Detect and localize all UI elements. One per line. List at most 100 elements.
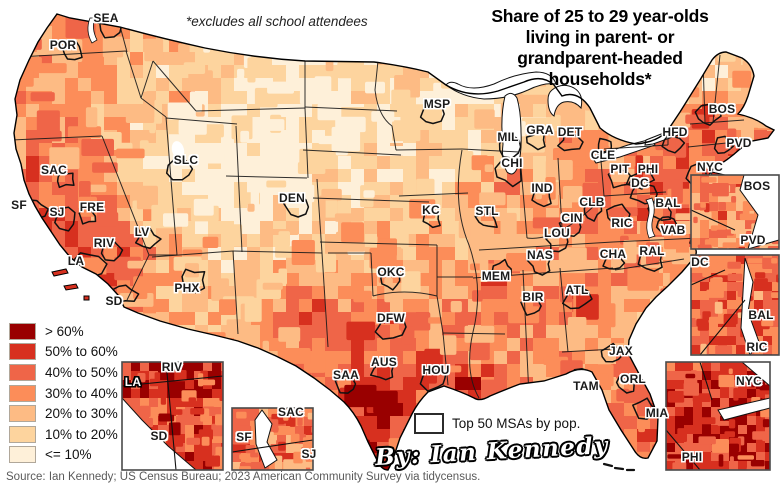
msa-label-hfd: HFD [662,125,688,139]
msa-label-sac: SAC [41,163,67,177]
inset-msa-label-ric: RIC [746,340,768,354]
title-line-3: grandparent-headed [517,48,683,68]
msa-label-nas: NAS [527,248,553,262]
msa-label-dc: DC [631,176,649,190]
legend-item: 40% to 50% [9,362,118,383]
inset-border-los-angeles [121,361,224,471]
msa-label-atl: ATL [565,283,589,297]
msa-label-por: POR [49,38,77,52]
legend-item: > 60% [9,321,118,342]
msa-label-vab: VAB [660,223,686,237]
msa-label-den: DEN [279,191,305,205]
legend-label: 10% to 20% [45,426,118,442]
legend-label: 20% to 30% [45,406,118,422]
inset-msa-label-sj: SJ [301,447,317,461]
msa-label-sf: SF [11,198,27,212]
legend-swatch [9,446,36,464]
source-note: Source: Ian Kennedy; US Census Bureau; 2… [6,471,481,483]
msa-label-det: DET [557,125,583,139]
msa-label-cha: CHA [599,247,627,261]
title-line-4: households* [548,69,652,89]
msa-label-sea: SEA [93,11,119,25]
msa-outline-swatch [414,413,444,434]
msa-outlines [25,16,735,420]
msa-label-jax: JAX [609,344,633,358]
inset-border-nyc-philadelphia [665,361,771,471]
state-borders [14,25,745,399]
msa-label-bos: BOS [708,102,736,116]
inset-bay-area [232,408,313,470]
title-line-2: living in parent- or [525,27,675,47]
msa-label-okc: OKC [377,265,405,279]
msa-label-pit: PIT [610,162,630,176]
inset-border-dc-baltimore [690,254,780,356]
msa-label-fre: FRE [79,200,105,214]
msa-label-stl: STL [475,204,499,218]
legend-label: 50% to 60% [45,344,118,360]
inset-nyc-philadelphia [666,362,770,470]
msa-label-msp: MSP [423,97,451,111]
inset-msa-label-dc: DC [691,255,709,269]
msa-label-phx: PHX [174,281,200,295]
legend-label: 40% to 50% [45,364,118,380]
legend-label: <= 10% [45,447,92,463]
inset-msa-label-pvd: PVD [740,233,766,247]
msa-label-ral: RAL [639,244,665,258]
inset-boston [691,175,779,249]
msa-label-chi: CHI [501,156,523,170]
msa-label-pvd: PVD [726,136,752,150]
legend-swatch [9,405,36,423]
legend-swatch [9,384,36,402]
legend-swatch [9,425,36,443]
footnote: *excludes all school attendees [186,14,368,29]
msa-label-la: LA [67,254,85,268]
msa-label-slc: SLC [173,153,199,167]
legend-swatch [9,363,36,381]
msa-label-cle: CLE [590,148,616,162]
msa-label-bir: BIR [522,290,544,304]
color-legend: > 60% 50% to 60% 40% to 50% 30% to 40% 20% t… [9,321,118,465]
msa-label-mil: MIL [497,130,519,144]
page-title: Share of 25 to 29 year-olds living in pa… [450,6,750,90]
msa-label-sd: SD [105,294,123,308]
inset-border-bay-area [231,407,314,471]
legend-item: 30% to 40% [9,383,118,404]
legend-item: 50% to 60% [9,342,118,363]
inset-dc-baltimore [691,255,779,355]
msa-label-tam: TAM [573,379,599,393]
msa-label-cin: CIN [561,211,583,225]
msa-label-gra: GRA [526,123,554,137]
legend-item: 10% to 20% [9,424,118,445]
msa-label-sj: SJ [49,205,65,219]
legend-item: <= 10% [9,445,118,466]
inset-msa-label-bal: BAL [748,308,774,322]
msa-label-phi: PHI [637,162,659,176]
legend-label: 30% to 40% [45,385,118,401]
top50-label: Top 50 MSAs by pop. [452,416,581,431]
msa-label-mia: MIA [645,406,669,420]
msa-label-hou: HOU [422,363,450,377]
msa-label-lv: LV [134,225,150,239]
inset-msa-label-sac: SAC [278,405,304,419]
msa-label-clb: CLB [579,195,605,209]
msa-label-ric: RIC [611,216,633,230]
msa-label-lou: LOU [544,226,570,240]
inset-msa-label-phi: PHI [681,450,703,464]
msa-label-orl: ORL [620,372,646,386]
legend-swatch [9,343,36,361]
msa-label-kc: KC [422,203,440,217]
inset-border-boston [690,174,780,250]
inset-msa-label-bos: BOS [743,179,771,193]
legend-item: 20% to 30% [9,403,118,424]
msa-label-aus: AUS [371,355,397,369]
msa-label-dfw: DFW [377,311,405,325]
msa-label-bal: BAL [655,196,681,210]
msa-label-nyc: NYC [697,160,723,174]
msa-label-mem: MEM [481,269,511,283]
inset-msa-label-nyc: NYC [736,374,762,388]
inset-los-angeles [122,362,223,470]
msa-label-ind: IND [531,181,553,195]
inset-msa-label-sf: SF [236,430,252,444]
